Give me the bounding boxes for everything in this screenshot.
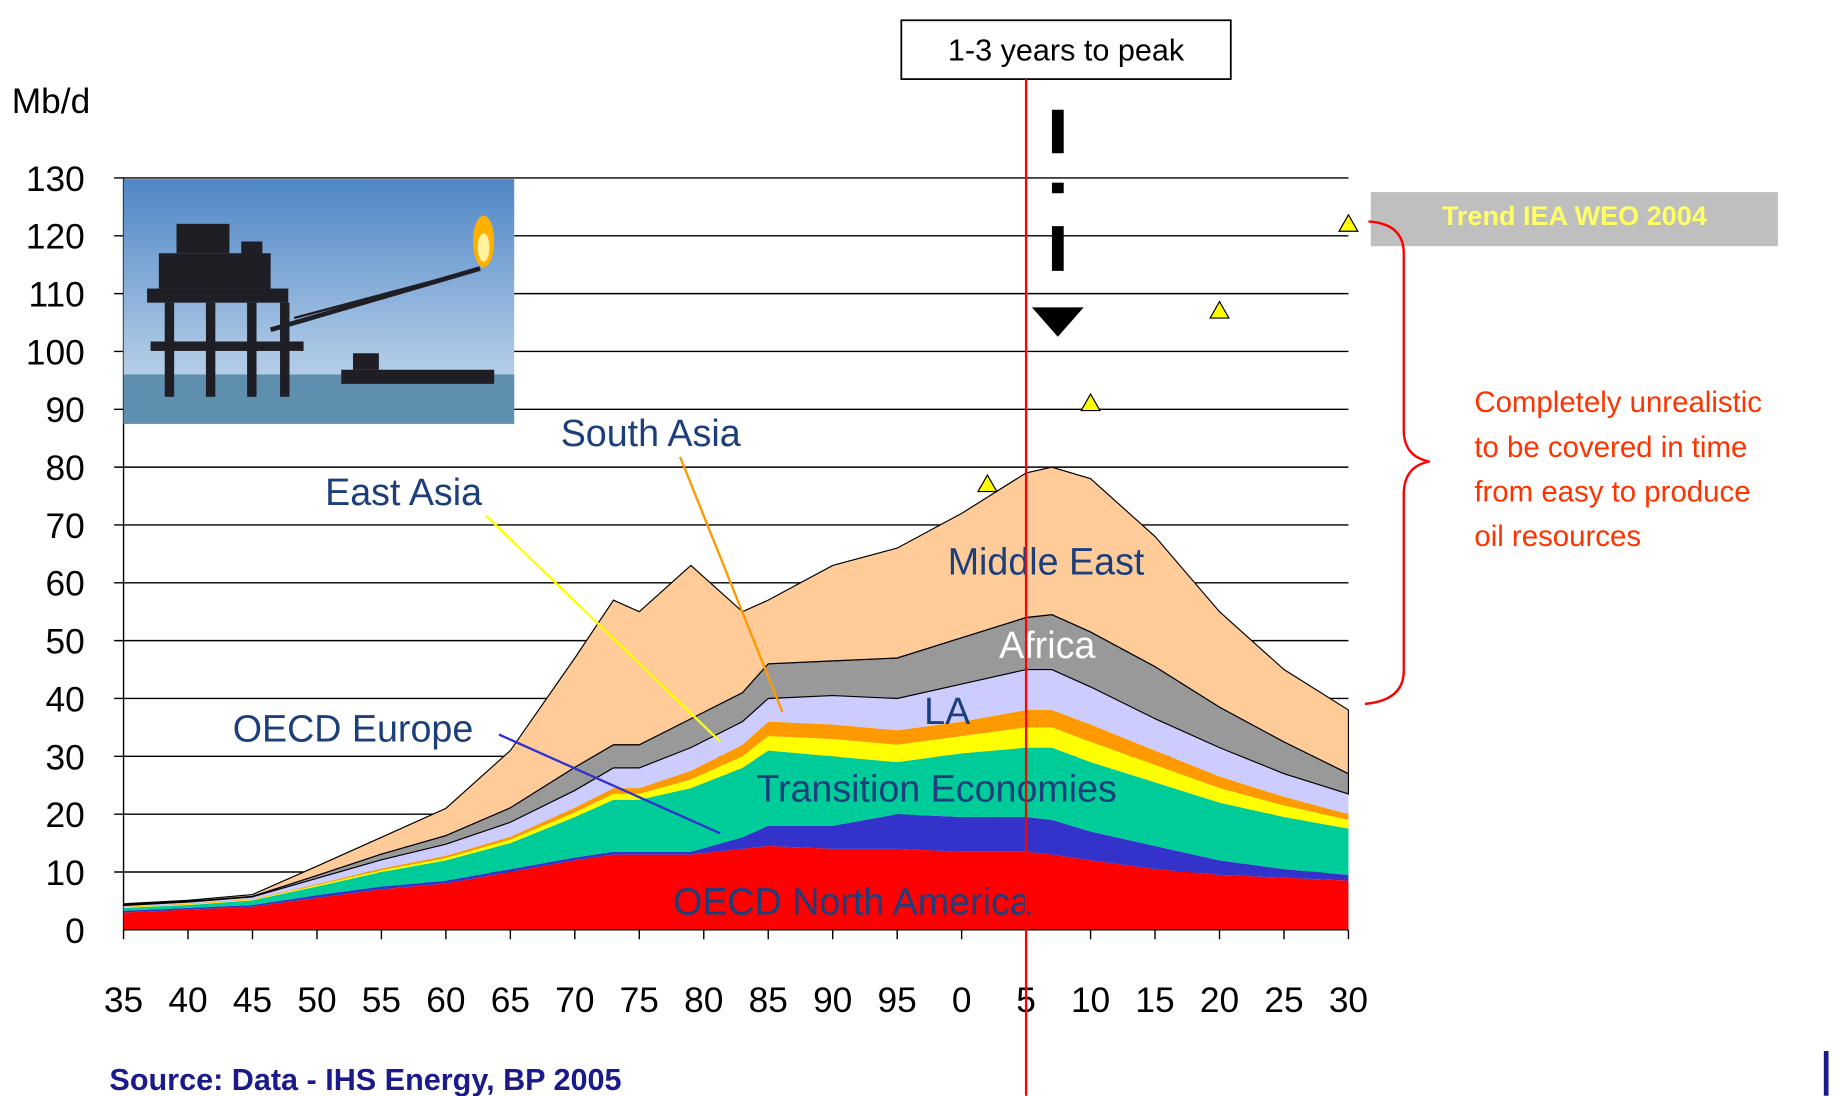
x-tick-label: 55 xyxy=(362,981,401,1020)
x-tick-label: 85 xyxy=(749,981,788,1020)
x-tick-label: 35 xyxy=(104,981,143,1020)
y-tick-label: 120 xyxy=(26,218,85,257)
x-tick-label: 50 xyxy=(297,981,336,1020)
series-label: Middle East xyxy=(948,540,1145,582)
peak-box xyxy=(900,19,1232,80)
area xyxy=(123,727,1349,908)
annotations: Mb/d 1-3 years to peak Trend IEA WEO 200… xyxy=(12,19,1829,1096)
x-tick-label: 15 xyxy=(1135,981,1174,1020)
x-tick-label: 30 xyxy=(1329,981,1368,1020)
area xyxy=(123,845,1349,930)
y-tick-label: 0 xyxy=(65,912,85,951)
bracket xyxy=(1364,220,1430,706)
note-line: to be covered in time xyxy=(1474,431,1747,464)
area xyxy=(123,814,1349,913)
corner-mark xyxy=(1823,1051,1829,1096)
area xyxy=(123,747,1349,911)
x-tick-label: 65 xyxy=(491,981,530,1020)
trend-label: Trend IEA WEO 2004 xyxy=(1442,201,1707,231)
y-tick-label: 130 xyxy=(26,160,85,199)
x-tick-label: 0 xyxy=(952,981,972,1020)
y-axis-label: Mb/d xyxy=(12,82,90,121)
y-tick-label: 50 xyxy=(45,623,84,662)
trend-box xyxy=(1370,192,1778,247)
note-line: from easy to produce xyxy=(1474,476,1750,509)
series-label: OECD Europe xyxy=(233,708,474,750)
series-label: South Asia xyxy=(561,412,741,454)
note-line: oil resources xyxy=(1474,520,1641,553)
trend-point xyxy=(1209,300,1230,319)
x-tick-label: 60 xyxy=(426,981,465,1020)
x-tick-label: 10 xyxy=(1071,981,1110,1020)
area xyxy=(123,710,1349,908)
y-tick-label: 90 xyxy=(45,391,84,430)
x-tick-label: 70 xyxy=(555,981,594,1020)
source: Source: Data - IHS Energy, BP 2005 xyxy=(109,1063,621,1096)
area xyxy=(122,466,1350,906)
y-tick-label: 80 xyxy=(45,449,84,488)
series-label: Africa xyxy=(999,624,1095,666)
photo xyxy=(123,179,515,424)
trend-point xyxy=(976,473,998,493)
series-label: OECD North America xyxy=(673,881,1031,923)
x-tick-label: 75 xyxy=(620,981,659,1020)
x-tick-label: 95 xyxy=(878,981,917,1020)
x-tick-label: 90 xyxy=(813,981,852,1020)
x-tick-label: 25 xyxy=(1264,981,1303,1020)
x-tick-label: 45 xyxy=(233,981,272,1020)
y-tick-label: 10 xyxy=(45,854,84,893)
areas xyxy=(122,466,1350,930)
peak-label: 1-3 years to peak xyxy=(948,33,1185,67)
x-tick-label: 40 xyxy=(168,981,207,1020)
arrow-head xyxy=(1031,307,1084,337)
trend-point xyxy=(1080,392,1102,412)
y-tick-label: 40 xyxy=(45,680,84,719)
y-tick-label: 20 xyxy=(45,796,84,835)
trend-point xyxy=(1338,213,1359,232)
note-line: Completely unrealistic xyxy=(1474,386,1762,419)
leader-line xyxy=(485,514,721,743)
y-tick-label: 60 xyxy=(45,565,84,604)
series-label: LA xyxy=(924,690,971,732)
series-label: East Asia xyxy=(325,471,482,513)
series-label: Transition Economies xyxy=(756,768,1117,810)
y-tick-label: 110 xyxy=(28,276,84,315)
leader-line xyxy=(498,733,721,835)
x-tick-label: 20 xyxy=(1200,981,1239,1020)
y-tick-label: 70 xyxy=(45,507,84,546)
x-tick-label: 80 xyxy=(684,981,723,1020)
y-tick-label: 30 xyxy=(45,738,84,777)
y-tick-label: 100 xyxy=(26,333,85,372)
leader-line xyxy=(679,456,784,713)
